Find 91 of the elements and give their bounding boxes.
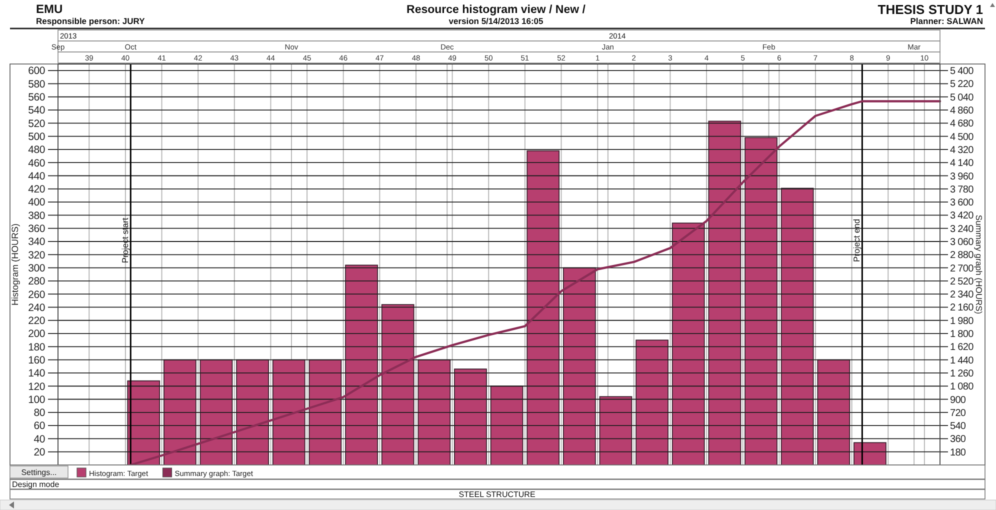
ref-line-label: Project end xyxy=(852,218,862,262)
bar xyxy=(817,359,850,466)
y2-tick-label: 3 060 xyxy=(950,236,974,248)
y-axis-title: Histogram (HOURS) xyxy=(10,223,20,306)
y2-tick-label: 4 140 xyxy=(950,158,974,170)
y-tick-label: 280 xyxy=(28,276,46,288)
y-tick-label: 220 xyxy=(28,315,46,328)
y-tick-label: 80 xyxy=(34,407,46,420)
y-tick-label: 560 xyxy=(28,92,46,104)
bar xyxy=(454,368,487,466)
y-tick-label: 20 xyxy=(34,446,46,459)
bar xyxy=(744,137,778,466)
y-tick-label: 500 xyxy=(28,130,46,143)
y-tick-label: 240 xyxy=(28,302,46,314)
y-tick-label: 580 xyxy=(28,78,46,90)
chart-subtitle: version 5/14/2013 16:05 xyxy=(448,16,544,26)
y-tick-label: 260 xyxy=(28,288,46,301)
y-tick-label: 160 xyxy=(28,354,46,366)
y2-tick-label: 4 860 xyxy=(950,106,974,117)
y-tick-label: 400 xyxy=(28,196,46,209)
y2-tick-label: 1 620 xyxy=(950,342,974,354)
ref-line-label: Project start xyxy=(120,217,130,264)
y2-tick-label: 3 420 xyxy=(950,210,974,222)
y2-tick-label: 180 xyxy=(950,447,966,458)
text: EMU xyxy=(36,2,63,16)
y-tick-label: 140 xyxy=(28,368,46,380)
y-tick-label: 40 xyxy=(34,433,46,446)
y-tick-label: 60 xyxy=(34,420,46,432)
chart-title: Resource histogram view / New / xyxy=(406,4,586,16)
y2-tick-label: 3 600 xyxy=(950,198,974,209)
y2-tick-label: 1 440 xyxy=(950,355,974,366)
y2-tick-label: 2 880 xyxy=(950,250,974,262)
bar xyxy=(490,386,524,466)
bar xyxy=(636,340,668,466)
y2-tick-label: 1 260 xyxy=(950,368,974,380)
bar xyxy=(708,120,742,466)
bar xyxy=(526,150,560,466)
y-tick-label: 440 xyxy=(28,170,46,182)
y2-tick-label: 4 500 xyxy=(950,132,974,143)
y2-tick-label: 3 780 xyxy=(950,184,974,196)
y-tick-label: 380 xyxy=(28,210,46,222)
y-tick-label: 340 xyxy=(28,236,46,248)
y2-tick-label: 540 xyxy=(950,421,966,432)
text: Design mode xyxy=(12,480,60,489)
y-tick-label: 480 xyxy=(28,144,46,156)
y2-tick-label: 4 680 xyxy=(950,118,974,130)
y2-tick-label: 5 400 xyxy=(950,66,974,78)
bar xyxy=(272,359,306,466)
y-tick-label: 300 xyxy=(28,262,46,274)
settings-button: Settings... xyxy=(10,466,68,478)
y2-tick-label: 4 320 xyxy=(950,144,974,156)
text: Responsible person: JURY xyxy=(36,16,146,26)
y2-tick-label: 5 040 xyxy=(950,92,974,104)
text: Planner: SALWAN xyxy=(910,16,983,26)
y2-axis-title: Summary graph (HOURS) xyxy=(974,214,984,314)
bar xyxy=(236,359,269,466)
y2-tick-label: 3 960 xyxy=(950,171,974,182)
y2-tick-label: 720 xyxy=(950,408,966,419)
bar xyxy=(562,267,596,466)
y-tick-label: 180 xyxy=(28,341,46,354)
text: STEEL STRUCTURE xyxy=(458,490,536,499)
y2-tick-label: 2 700 xyxy=(950,263,974,274)
y-tick-label: 100 xyxy=(28,394,46,406)
y2-tick-label: 2 520 xyxy=(950,276,974,288)
y-tick-label: 520 xyxy=(28,118,46,130)
y-tick-label: 600 xyxy=(28,65,46,78)
y2-tick-label: 2 340 xyxy=(950,290,974,301)
y2-tick-label: 5 220 xyxy=(950,79,974,90)
y2-tick-label: 1 980 xyxy=(950,316,974,327)
text: THESIS STUDY 1 xyxy=(878,2,983,17)
y-tick-label: 320 xyxy=(28,249,46,262)
y-tick-label: 200 xyxy=(28,328,46,340)
bar xyxy=(345,264,378,466)
y2-tick-label: 900 xyxy=(950,394,966,406)
y-tick-label: 420 xyxy=(28,184,46,196)
bar xyxy=(599,396,632,466)
y2-tick-label: 2 160 xyxy=(950,302,974,314)
bar xyxy=(163,359,196,466)
bar xyxy=(381,304,414,466)
y-tick-label: 540 xyxy=(28,104,46,117)
bar xyxy=(780,188,814,466)
y2-tick-label: 1 800 xyxy=(950,329,974,340)
y2-tick-label: 3 240 xyxy=(950,224,974,235)
y2-tick-label: 360 xyxy=(950,434,966,446)
bar xyxy=(418,359,451,466)
y-tick-label: 360 xyxy=(28,223,46,236)
line-series xyxy=(130,100,942,466)
y-tick-label: 460 xyxy=(28,157,46,170)
bar xyxy=(672,222,705,466)
y-tick-label: 120 xyxy=(28,380,46,393)
y2-tick-label: 1 080 xyxy=(950,382,974,393)
